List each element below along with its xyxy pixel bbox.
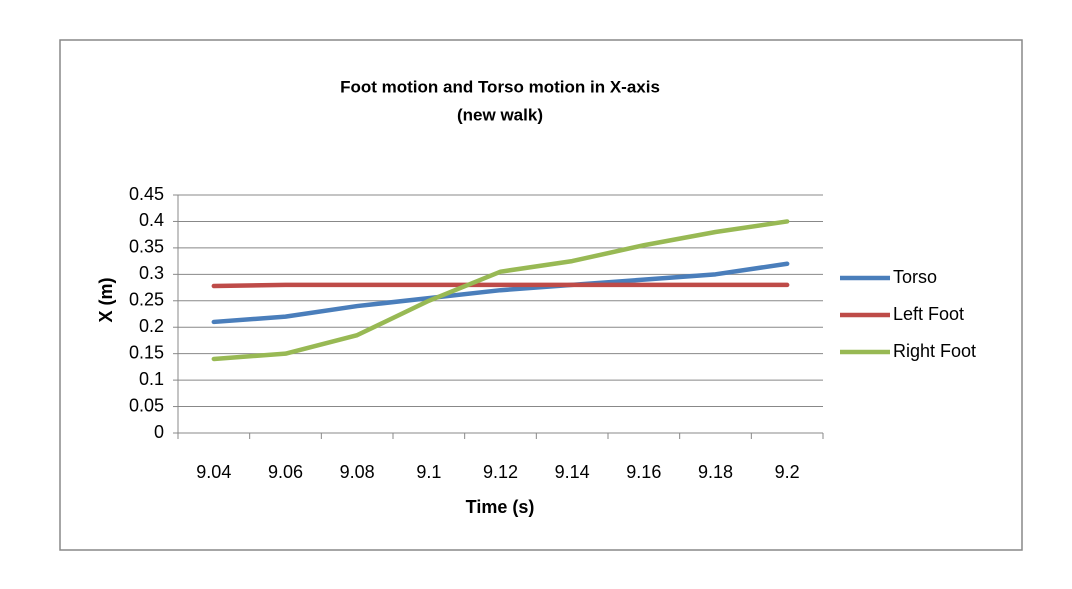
y-tick-label: 0.15 (129, 342, 164, 362)
x-tick-label: 9.14 (555, 462, 590, 482)
x-tick-label: 9.04 (196, 462, 231, 482)
x-tick-label: 9.12 (483, 462, 518, 482)
x-axis-title: Time (s) (466, 497, 535, 517)
chart-title: Foot motion and Torso motion in X-axis (340, 77, 660, 96)
chart-subtitle: (new walk) (457, 105, 543, 124)
y-tick-label: 0.4 (139, 210, 164, 230)
y-tick-label: 0.05 (129, 395, 164, 415)
x-tick-label: 9.16 (626, 462, 661, 482)
legend-label: Right Foot (893, 341, 976, 361)
x-tick-label: 9.06 (268, 462, 303, 482)
y-tick-label: 0.2 (139, 316, 164, 336)
legend-label: Left Foot (893, 304, 964, 324)
chart-border (59, 39, 1023, 551)
series-line (211, 261, 790, 325)
y-tick-label: 0.45 (129, 184, 164, 204)
x-tick-label: 9.2 (775, 462, 800, 482)
x-tick-label: 9.18 (698, 462, 733, 482)
y-tick-label: 0.3 (139, 263, 164, 283)
x-tick-label: 9.1 (416, 462, 441, 482)
legend-label: Torso (893, 267, 937, 287)
x-tick-label: 9.08 (340, 462, 375, 482)
y-tick-label: 0.25 (129, 290, 164, 310)
y-tick-label: 0.1 (139, 369, 164, 389)
y-tick-label: 0 (154, 422, 164, 442)
series-line (211, 219, 790, 362)
y-tick-label: 0.35 (129, 237, 164, 257)
series-line (211, 282, 790, 289)
y-axis-title: X (m) (96, 277, 116, 322)
